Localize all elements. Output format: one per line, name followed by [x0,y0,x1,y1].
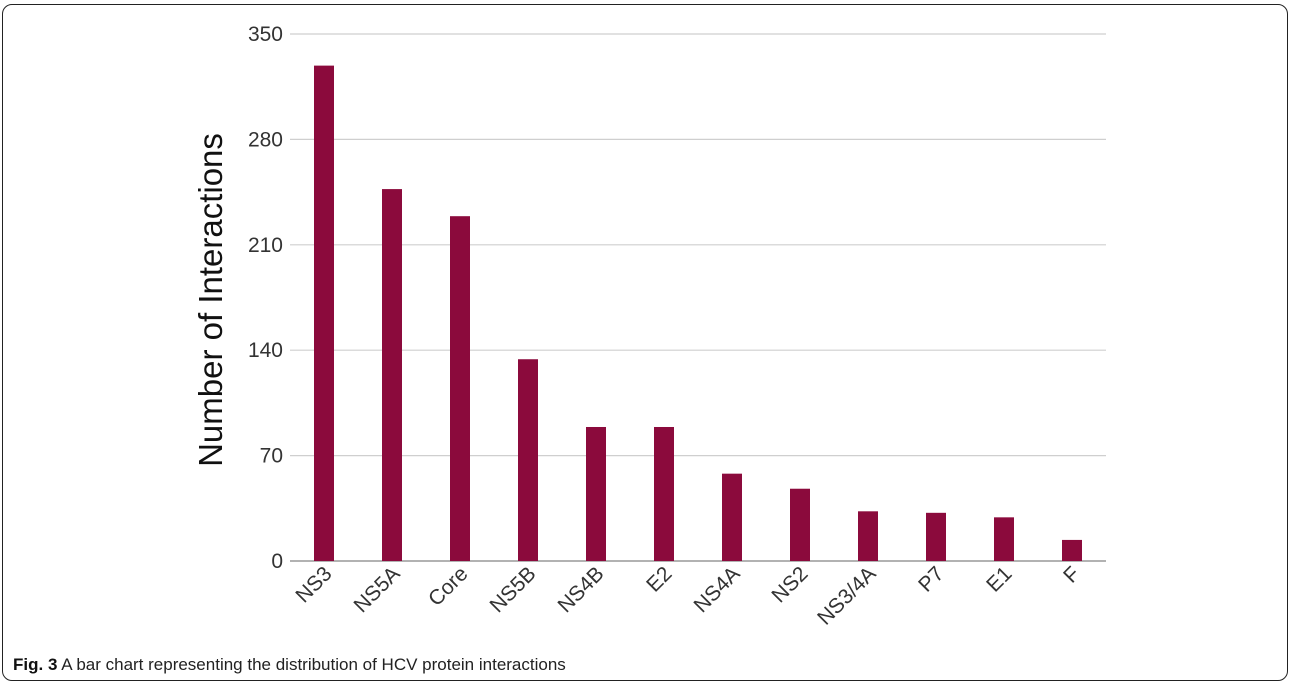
bar-ns3 [314,65,334,562]
x-tick-label: NS3 [291,562,336,607]
y-axis-label: Number of Interactions [192,133,229,467]
x-tick-label: P7 [914,562,948,596]
x-tick-label: Core [424,562,472,610]
bar-p7 [926,512,946,561]
bar-ns2 [790,488,810,561]
x-tick-label: NS4A [689,562,744,617]
bar-ns5b [518,359,538,561]
bar-ns4a [722,473,742,561]
y-tick-label: 70 [260,445,283,468]
x-tick-labels: NS3 NS5A Core NS5B NS4B E2 NS4A NS2 NS3/4A P7 E1 F [291,562,1084,629]
x-tick-label: E2 [642,562,676,596]
bar-ns5a [382,189,402,562]
bar-e2 [654,426,674,561]
y-tick-label: 210 [248,234,283,257]
bar-ns3-4a [858,511,878,561]
bar-e1 [994,517,1014,561]
y-tick-labels: 0 70 140 210 280 350 [248,23,283,573]
bars [314,65,1082,562]
x-tick-label: E1 [982,562,1016,596]
y-tick-label: 350 [248,23,283,46]
x-tick-label: F [1059,562,1084,587]
bar-ns4b [586,426,606,561]
x-tick-label: NS5A [349,562,404,617]
y-tick-label: 280 [248,128,283,151]
y-tick-label: 0 [271,550,283,573]
caption-label: Fig. 3 [13,655,58,674]
caption-text: A bar chart representing the distributio… [57,655,566,674]
y-tick-label: 140 [248,339,283,362]
gridlines [290,33,1106,562]
bar-core [450,216,470,562]
x-tick-label: NS5B [485,562,540,617]
figure-caption: Fig. 3 A bar chart representing the dist… [13,655,566,675]
x-tick-label: NS3/4A [813,562,880,629]
x-tick-label: NS4B [553,562,608,617]
bar-chart: 0 70 140 210 280 350 NS3 NS5A Core NS5B NS4B E2 NS4… [192,23,1106,630]
x-tick-label: NS2 [767,562,812,607]
bar-f [1062,539,1082,561]
figure-frame [2,4,1288,681]
